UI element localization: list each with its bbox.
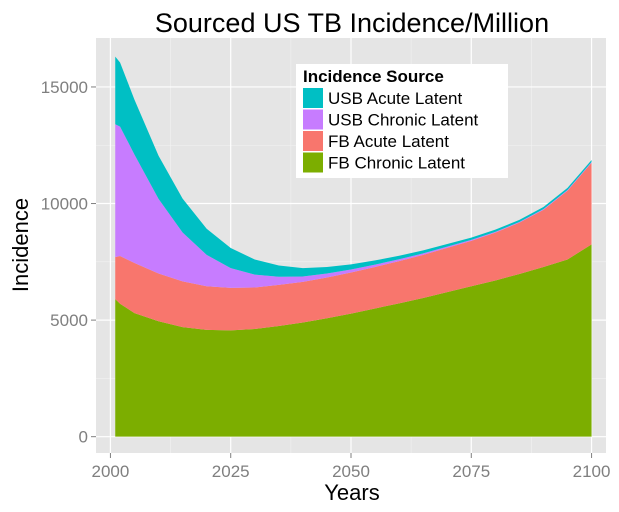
- x-tick-label: 2100: [573, 462, 611, 481]
- legend-label: FB Chronic Latent: [328, 154, 465, 173]
- legend-items: USB Acute Latent USB Chronic Latent FB Acu…: [303, 88, 479, 173]
- area-series-0: [115, 244, 592, 437]
- area-series-1: [115, 162, 592, 331]
- x-tick-label: 2075: [452, 462, 490, 481]
- x-tick-label: 2025: [212, 462, 250, 481]
- y-tick-label: 15000: [41, 78, 88, 97]
- x-axis: 2000 2025 2050 2075 2100: [92, 453, 611, 481]
- legend-title: Incidence Source: [303, 67, 444, 86]
- legend-swatch: [303, 152, 323, 173]
- y-axis: 0 5000 10000 15000: [41, 78, 96, 447]
- x-tick-label: 2050: [332, 462, 370, 481]
- legend-label: USB Acute Latent: [328, 89, 462, 108]
- legend-background: [296, 64, 508, 178]
- y-tick-label: 5000: [50, 311, 88, 330]
- y-tick-label: 10000: [41, 195, 88, 214]
- stacked-areas: [115, 56, 592, 437]
- area-series-2: [115, 124, 592, 288]
- x-tick-label: 2000: [92, 462, 130, 481]
- y-axis-title: Incidence: [8, 198, 33, 292]
- legend-swatch: [303, 109, 323, 130]
- y-tick-label: 0: [79, 428, 88, 447]
- legend-label: FB Acute Latent: [328, 132, 449, 151]
- legend-swatch: [303, 88, 323, 108]
- chart-title: Sourced US TB Incidence/Million: [155, 8, 549, 38]
- legend-swatch: [303, 131, 323, 151]
- legend-label: USB Chronic Latent: [328, 111, 479, 130]
- x-axis-title: Years: [324, 480, 379, 505]
- legend: Incidence Source USB Acute Latent USB Chr…: [296, 64, 508, 178]
